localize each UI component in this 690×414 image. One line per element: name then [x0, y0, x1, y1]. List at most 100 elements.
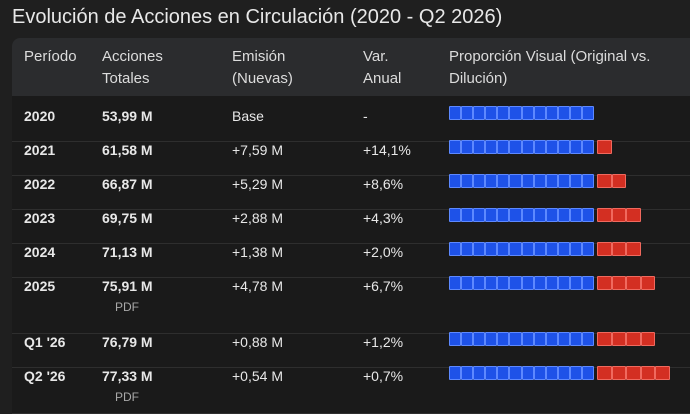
annual-change-cell: - [363, 108, 368, 124]
original-share-segment [545, 366, 558, 380]
proportion-bar [449, 242, 641, 256]
dilution-segment [611, 208, 627, 222]
header-total-shares: Acciones Totales [102, 48, 163, 87]
original-share-segment [509, 106, 522, 120]
original-share-segment [449, 174, 462, 188]
dilution-segment [611, 242, 627, 256]
header-annual-change: Var. Anual [363, 48, 402, 87]
original-share-segment [533, 174, 546, 188]
original-share-segment [509, 208, 522, 222]
original-share-segment [533, 332, 546, 346]
annual-change-cell: +8,6% [363, 176, 404, 192]
emission-cell: +0,88 M [232, 334, 283, 350]
period-cell: 2020 [24, 108, 56, 124]
table-row: Q1 '26 76,79 M +0,88 M +1,2% [12, 332, 690, 368]
page-title: Evolución de Acciones en Circulación (20… [12, 6, 503, 28]
emission-cell: +4,78 M [232, 278, 283, 294]
original-share-segment [485, 140, 498, 154]
dilution-segment [640, 276, 656, 290]
original-share-segment [545, 242, 558, 256]
original-share-segment [569, 366, 583, 380]
dilution-segment [597, 276, 612, 290]
original-share-segment [569, 140, 583, 154]
original-share-segment [473, 366, 486, 380]
original-share-segment [582, 140, 595, 154]
row-divider [12, 367, 690, 368]
annual-change-cell: +4,3% [363, 210, 404, 226]
original-share-segment [473, 106, 486, 120]
pdf-source-link[interactable]: PDF [115, 390, 139, 404]
original-share-segment [533, 366, 546, 380]
table-row: 2025 75,91 M +4,78 M +6,7% PDF [12, 276, 690, 334]
original-share-segment [461, 366, 474, 380]
original-share-segment [545, 276, 558, 290]
dilution-segment [597, 140, 612, 154]
original-share-segment [497, 106, 510, 120]
original-share-segment [569, 174, 583, 188]
original-share-segment [449, 208, 462, 222]
emission-cell: +2,88 M [232, 210, 283, 226]
original-share-segment [533, 208, 546, 222]
original-share-segment [509, 174, 522, 188]
original-share-segment [497, 242, 510, 256]
original-share-segment [497, 276, 510, 290]
original-share-segment [557, 174, 570, 188]
original-share-segment [582, 174, 595, 188]
table-header: Período Acciones Totales Emisión (Nuevas… [12, 38, 690, 96]
total-shares-cell: 76,79 M [102, 334, 153, 350]
original-share-segment [557, 332, 570, 346]
original-share-segment [449, 140, 462, 154]
emission-cell: +0,54 M [232, 368, 283, 384]
original-share-segment [582, 276, 595, 290]
pdf-source-link[interactable]: PDF [115, 300, 139, 314]
emission-cell: +1,38 M [232, 244, 283, 260]
dilution-segment [640, 366, 656, 380]
total-shares-cell: 71,13 M [102, 244, 153, 260]
period-cell: 2024 [24, 244, 56, 260]
emission-cell: +7,59 M [232, 142, 283, 158]
original-share-segment [461, 106, 474, 120]
original-share-segment [461, 174, 474, 188]
total-shares-cell: 69,75 M [102, 210, 153, 226]
original-share-segment [497, 140, 510, 154]
dilution-segment [611, 366, 627, 380]
header-emission: Emisión (Nuevas) [232, 48, 293, 87]
original-share-segment [521, 332, 534, 346]
total-shares-cell: 75,91 M [102, 278, 153, 294]
annual-change-cell: +14,1% [363, 142, 411, 158]
period-cell: 2021 [24, 142, 56, 158]
row-divider [12, 175, 690, 176]
original-share-segment [557, 140, 570, 154]
dilution-segment [597, 174, 612, 188]
original-share-segment [497, 366, 510, 380]
annual-change-cell: +0,7% [363, 368, 404, 384]
original-share-segment [473, 242, 486, 256]
period-cell: 2025 [24, 278, 56, 294]
original-share-segment [521, 174, 534, 188]
table-row: 2024 71,13 M +1,38 M +2,0% [12, 242, 690, 278]
original-share-segment [521, 242, 534, 256]
original-share-segment [485, 174, 498, 188]
original-share-segment [473, 174, 486, 188]
original-share-segment [509, 276, 522, 290]
original-share-segment [521, 140, 534, 154]
original-share-segment [449, 106, 462, 120]
original-share-segment [545, 106, 558, 120]
original-share-segment [521, 208, 534, 222]
original-share-segment [545, 208, 558, 222]
dilution-segment [626, 242, 641, 256]
original-share-segment [533, 242, 546, 256]
table-row: 2021 61,58 M +7,59 M +14,1% [12, 140, 690, 176]
original-share-segment [449, 366, 462, 380]
period-cell: Q2 '26 [24, 368, 66, 384]
proportion-bar [449, 366, 670, 380]
original-share-segment [582, 332, 595, 346]
original-share-segment [461, 140, 474, 154]
original-share-segment [461, 276, 474, 290]
period-cell: 2022 [24, 176, 56, 192]
original-share-segment [509, 242, 522, 256]
original-share-segment [533, 276, 546, 290]
dilution-segment [655, 366, 670, 380]
original-share-segment [521, 276, 534, 290]
original-share-segment [449, 242, 462, 256]
